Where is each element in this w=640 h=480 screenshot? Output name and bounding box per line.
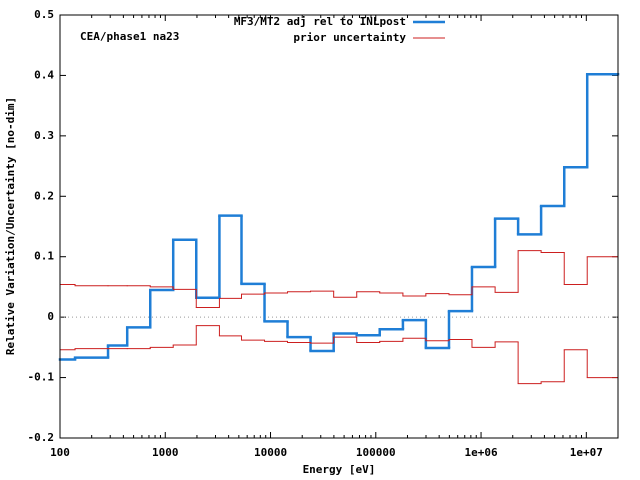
x-tick-label: 100000 — [356, 446, 396, 459]
y-tick-label: -0.2 — [28, 431, 55, 444]
annotation: CEA/phase1 na23 — [80, 30, 179, 43]
x-axis-label: Energy [eV] — [303, 463, 376, 476]
y-tick-label: 0 — [47, 310, 54, 323]
y-tick-label: 0.2 — [34, 189, 54, 202]
y-tick-label: 0.5 — [34, 8, 54, 21]
legend-label: MF3/MT2 adj rel to INLpost — [234, 15, 406, 28]
plot-border — [59, 14, 619, 439]
y-tick-label: 0.3 — [34, 129, 54, 142]
x-tick-label: 1000 — [152, 446, 179, 459]
x-tick-label: 10000 — [254, 446, 287, 459]
y-tick-label: 0.1 — [34, 250, 54, 263]
y-axis-label: Relative Variation/Uncertainty [no-dim] — [4, 97, 17, 355]
y-tick-label: -0.1 — [28, 371, 55, 384]
y-tick-label: 0.4 — [34, 68, 54, 81]
x-tick-label: 1e+07 — [570, 446, 603, 459]
legend-label: prior uncertainty — [293, 31, 406, 44]
x-tick-label: 100 — [50, 446, 70, 459]
x-tick-label: 1e+06 — [464, 446, 497, 459]
